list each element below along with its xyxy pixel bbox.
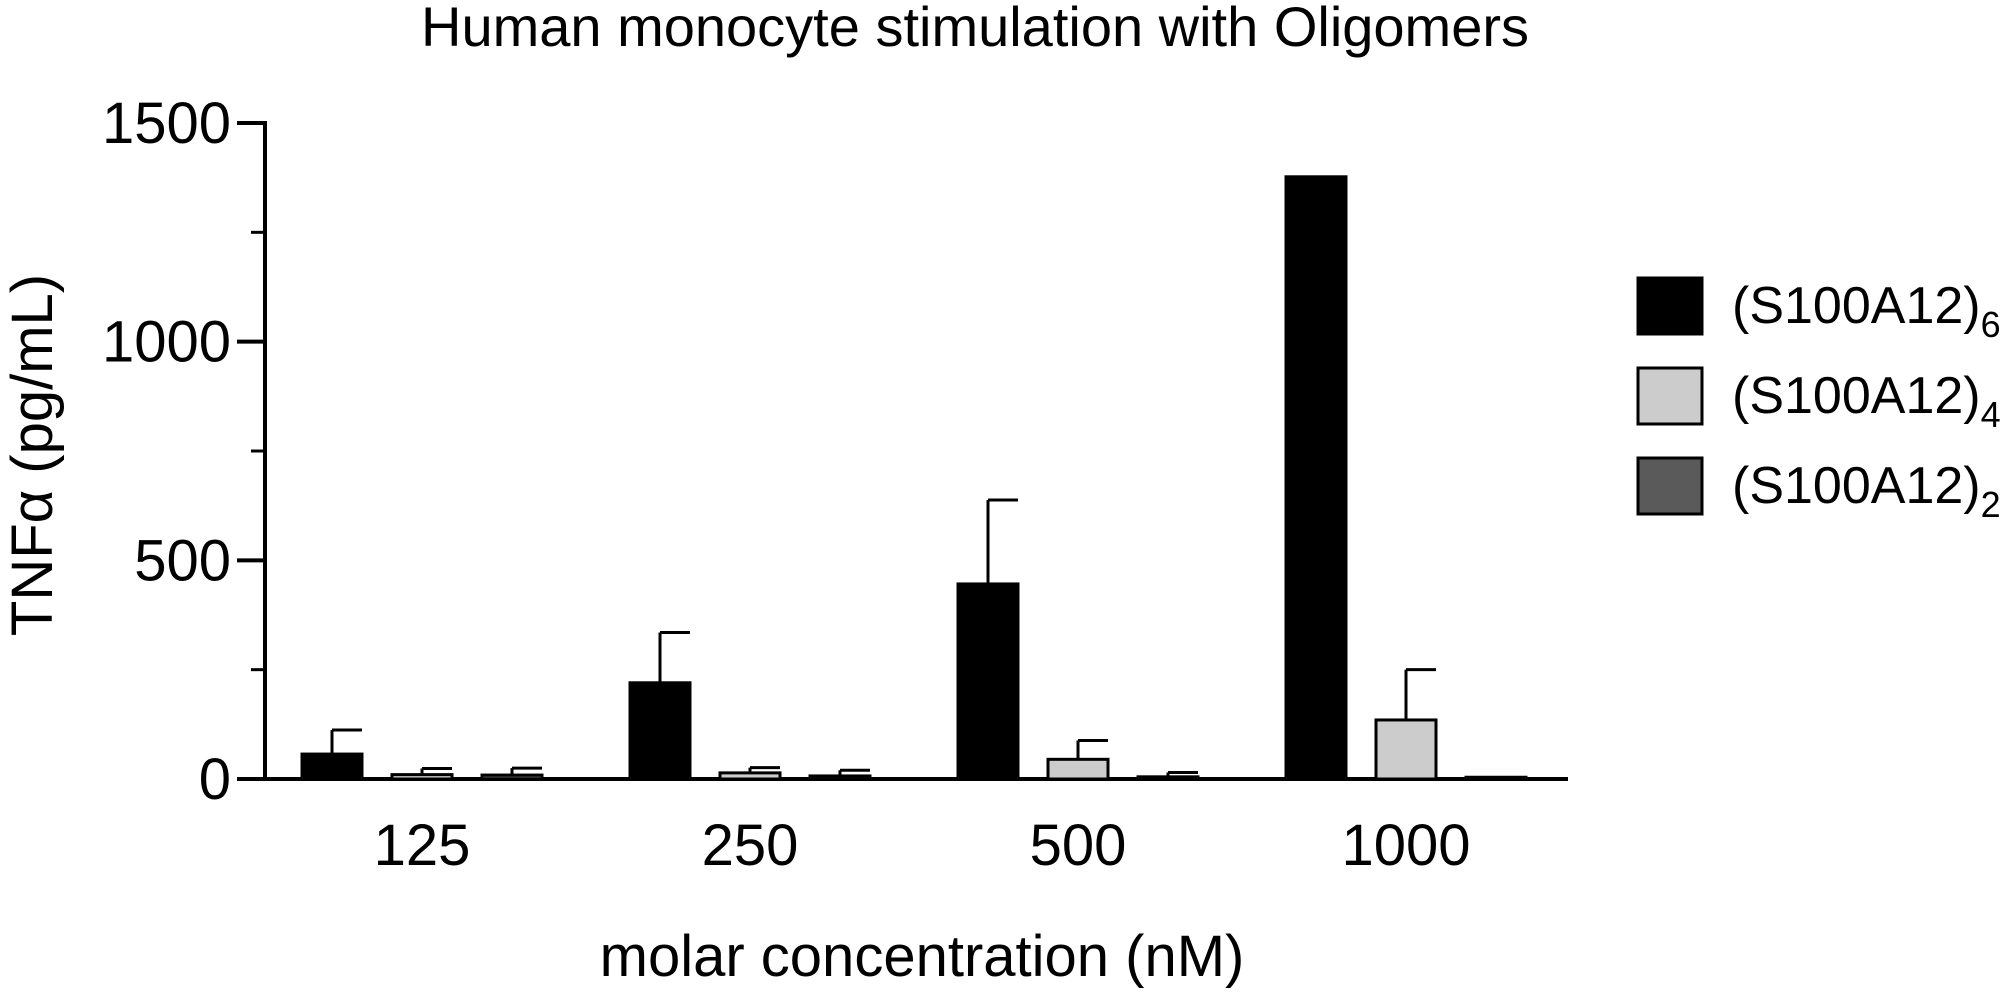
bar [628, 681, 692, 781]
bar [1374, 718, 1438, 781]
bar [300, 752, 364, 781]
y-tick-label: 1500 [102, 91, 231, 156]
bar [1464, 775, 1528, 781]
x-tick-label: 1000 [1341, 813, 1470, 878]
bar [956, 582, 1020, 781]
legend-swatch [1636, 276, 1704, 336]
bar [390, 773, 454, 781]
legend-swatch [1636, 456, 1704, 516]
bars-layer [300, 175, 1528, 781]
y-axis-label: TNFα (pg/mL) [0, 274, 65, 636]
bar [1046, 757, 1110, 781]
bar [1284, 175, 1348, 781]
x-tick-label: 125 [374, 813, 471, 878]
x-axis-label: molar concentration (nM) [600, 924, 1245, 989]
x-tick-label: 250 [702, 813, 799, 878]
x-tick-label: 500 [1030, 813, 1127, 878]
legend-label: (S100A12)2 [1732, 457, 2000, 525]
legend-swatch [1636, 366, 1704, 426]
bar [718, 771, 782, 781]
axes-layer: 0 500 1000 1500 125 250 500 1000 [102, 91, 1568, 878]
bar [480, 773, 544, 781]
legend-label: (S100A12)6 [1732, 277, 2000, 345]
y-tick-label: 500 [134, 528, 231, 593]
bar [1136, 775, 1200, 781]
bar [808, 774, 872, 781]
legend: (S100A12)6 (S100A12)4 (S100A12)2 [1636, 276, 2000, 525]
legend-label: (S100A12)4 [1732, 367, 2000, 435]
y-tick-label: 0 [199, 747, 231, 812]
chart-title: Human monocyte stimulation with Oligomer… [421, 0, 1529, 58]
y-tick-label: 1000 [102, 310, 231, 375]
